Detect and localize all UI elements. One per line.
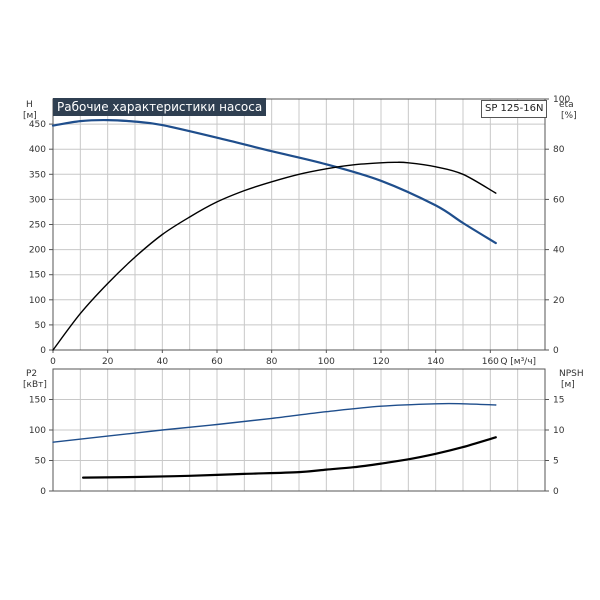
series-line-eta: [52, 161, 497, 351]
left-axis-unit: [м]: [23, 111, 37, 121]
left-axis-tick-label: 400: [29, 145, 46, 155]
right-axis-tick-label: 10: [553, 426, 565, 436]
left-axis-tick-label: 350: [29, 170, 46, 180]
right-axis-tick-label: 100: [553, 95, 570, 105]
right-axis-tick-label: 20: [553, 296, 565, 306]
right-axis-tick-label: 0: [553, 487, 559, 497]
right-axis-tick-label: 5: [553, 457, 559, 467]
left-axis-tick-label: 200: [29, 246, 46, 256]
series-line-h: [51, 118, 497, 245]
right-axis-label: eta: [559, 100, 574, 110]
left-axis-tick-label: 450: [29, 120, 46, 130]
left-axis-tick-label: 150: [29, 271, 46, 281]
left-axis-tick-label: 100: [29, 426, 46, 436]
x-axis-tick-label: 140: [427, 357, 444, 367]
series-line-p2: [52, 402, 497, 443]
left-axis-label: H: [26, 100, 33, 110]
right-axis-label: NPSH: [559, 369, 584, 379]
left-axis-tick-label: 100: [29, 296, 46, 306]
x-axis-tick-label: 0: [50, 357, 56, 367]
left-axis-tick-label: 50: [35, 321, 47, 331]
right-axis-tick-label: 40: [553, 246, 565, 256]
left-axis-tick-label: 50: [35, 457, 47, 467]
right-axis-tick-label: 80: [553, 145, 565, 155]
left-axis-label: P2: [26, 369, 37, 379]
right-axis-unit: [м]: [561, 380, 575, 390]
x-axis-tick-label: 160: [482, 357, 499, 367]
left-axis-tick-label: 150: [29, 396, 46, 406]
right-axis-tick-label: 0: [553, 346, 559, 356]
x-axis-tick-label: 100: [318, 357, 335, 367]
left-axis-tick-label: 0: [40, 346, 46, 356]
left-axis-unit: [кВт]: [23, 380, 47, 390]
x-axis-tick-label: 60: [211, 357, 223, 367]
right-axis-unit: [%]: [561, 111, 577, 121]
x-axis-tick-label: 40: [157, 357, 169, 367]
left-axis-tick-label: 250: [29, 221, 46, 231]
right-axis-tick-label: 60: [553, 195, 565, 205]
left-axis-tick-label: 0: [40, 487, 46, 497]
x-axis-tick-label: 120: [372, 357, 389, 367]
chart-title: Рабочие характеристики насоса: [53, 98, 267, 116]
x-axis-tick-label: 80: [266, 357, 278, 367]
x-axis-label: Q [м³/ч]: [500, 357, 536, 367]
pump-model-label: SP 125-16N: [481, 100, 548, 118]
series-line-npsh: [82, 436, 497, 479]
left-axis-tick-label: 300: [29, 195, 46, 205]
right-axis-tick-label: 15: [553, 396, 564, 406]
x-axis-tick-label: 20: [102, 357, 114, 367]
